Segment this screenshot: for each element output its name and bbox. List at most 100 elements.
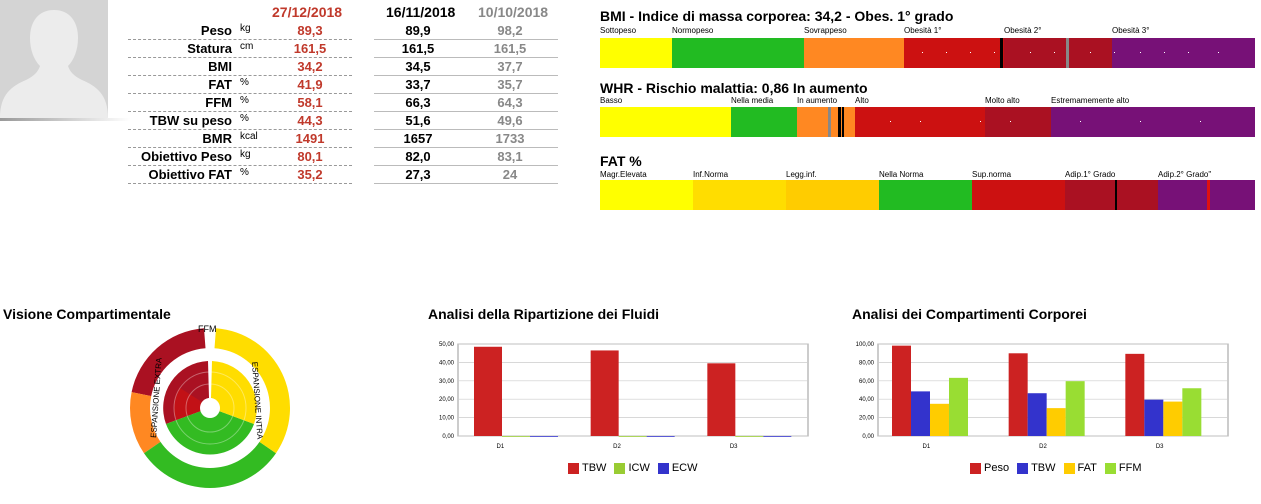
- legend-item: Peso: [970, 462, 1009, 474]
- bmi-scale-dot: [970, 52, 971, 53]
- y-tick-label: 80,00: [859, 360, 875, 366]
- fat-segment: [972, 180, 1065, 210]
- row-label: BMR: [202, 131, 232, 146]
- x-tick-label: D2: [613, 444, 621, 450]
- date-column-3: 10/10/2018: [478, 4, 549, 20]
- value-date-2: 161,5: [401, 41, 435, 56]
- value-date-3: 1733: [495, 131, 525, 146]
- value-date-3: 83,1: [497, 149, 523, 164]
- bar-icw: [735, 436, 764, 437]
- bmi-segment-label: Obesità 3°: [1112, 26, 1150, 35]
- value-date-2: 51,6: [405, 113, 431, 128]
- bmi-scale-dot: [922, 52, 923, 53]
- bar-tbw: [707, 363, 736, 436]
- bar-fat: [1046, 408, 1066, 436]
- avatar: [0, 0, 108, 118]
- legend-label: Peso: [984, 462, 1010, 474]
- value-date-1: 1491: [295, 131, 325, 146]
- bmi-scale-dot: [1090, 52, 1091, 53]
- y-tick-label: 60,00: [859, 379, 875, 385]
- whr-scale-bar: [600, 107, 1255, 137]
- whr-segment: [797, 107, 855, 137]
- y-tick-label: 0,00: [862, 434, 874, 440]
- bmi-value-marker: [1066, 38, 1069, 68]
- bar-tbw: [590, 350, 619, 436]
- value-date-2: 1657: [403, 131, 433, 146]
- y-tick-label: 100,00: [856, 342, 875, 348]
- row-unit: cm: [240, 41, 254, 52]
- whr-value-marker: [842, 107, 844, 137]
- date-column-1: 27/12/2018: [272, 4, 343, 20]
- bmi-scale-dot: [1030, 52, 1031, 53]
- value-date-2: 89,9: [405, 23, 431, 38]
- whr-segment: [985, 107, 1051, 137]
- value-date-1: 34,2: [297, 59, 323, 74]
- bmi-segment-label: Sovrappeso: [804, 26, 847, 35]
- table-row: Obiettivo Peso kg 80,1 82,0 83,1: [128, 148, 560, 166]
- legend-label: ICW: [628, 462, 650, 474]
- row-divider: [374, 57, 558, 58]
- fat-value-marker: [1115, 180, 1117, 210]
- fat-segment: [879, 180, 972, 210]
- bar-peso: [1125, 353, 1145, 436]
- bar-icw: [618, 436, 647, 437]
- legend-item: ECW: [657, 462, 698, 474]
- whr-segment-label: In aumento: [797, 96, 838, 105]
- bmi-segment: [804, 38, 904, 68]
- whr-segment-label: Alto: [855, 96, 869, 105]
- row-unit: %: [240, 77, 249, 88]
- legend-item: TBW: [1017, 462, 1056, 474]
- compartments-chart-legend: Peso TBW FAT FFM: [970, 462, 1142, 474]
- inner-ring-yellow: [211, 361, 257, 424]
- table-row: BMR kcal 1491 1657 1733: [128, 130, 560, 148]
- legend-swatch: [1104, 462, 1116, 474]
- bar-icw: [502, 436, 530, 437]
- value-date-2: 27,3: [405, 167, 431, 182]
- ffm-label: FFM: [198, 324, 217, 334]
- legend-swatch: [1017, 462, 1029, 474]
- outer-ring-yellow: [214, 328, 291, 454]
- bmi-segment-label: Normopeso: [672, 26, 714, 35]
- compartments-chart-title: Analisi dei Compartimenti Corporei: [852, 306, 1087, 322]
- whr-scale-dot: [890, 121, 891, 122]
- value-date-3: 24: [502, 167, 518, 182]
- x-tick-label: D3: [1156, 444, 1164, 450]
- legend-label: FFM: [1118, 462, 1142, 474]
- row-divider: [128, 39, 352, 40]
- whr-scale-dot: [1010, 121, 1011, 122]
- fat-segment-label: Adip.1° Grado: [1065, 170, 1116, 179]
- bmi-scale-dot: [1054, 52, 1055, 53]
- whr-scale-dot: [1140, 121, 1141, 122]
- bar-fat: [930, 403, 949, 436]
- row-label: Peso: [200, 23, 232, 38]
- row-unit: kg: [240, 23, 251, 34]
- value-date-3: 64,3: [497, 95, 523, 110]
- bmi-scale-bar: [600, 38, 1255, 68]
- whr-scale-dot: [980, 121, 981, 122]
- whr-scale-dot: [1200, 121, 1201, 122]
- bmi-scale-dot: [994, 52, 995, 53]
- value-date-3: 49,6: [497, 113, 523, 128]
- bar-peso: [1008, 353, 1028, 436]
- bar-tbw: [911, 391, 930, 436]
- bmi-segment: [1112, 38, 1255, 68]
- row-divider: [128, 75, 352, 76]
- legend-item: ICW: [614, 462, 650, 474]
- value-date-1: 58,1: [297, 95, 323, 110]
- whr-segment: [855, 107, 985, 137]
- row-label: TBW su peso: [149, 113, 232, 128]
- row-unit: %: [240, 113, 249, 124]
- whr-segment-label: Nella media: [731, 96, 774, 105]
- legend-label: TBW: [1031, 462, 1056, 474]
- bmi-scale-dot: [1140, 52, 1141, 53]
- value-date-2: 33,7: [405, 77, 431, 92]
- row-divider: [374, 129, 558, 130]
- value-date-1: 80,1: [297, 149, 323, 164]
- date-column-2: 16/11/2018: [386, 4, 456, 20]
- x-tick-label: D1: [922, 444, 930, 450]
- bmi-segment-label: Obesità 1°: [904, 26, 942, 35]
- x-tick-label: D3: [730, 444, 738, 450]
- outer-ring-green: [144, 441, 276, 488]
- fat-segment: [600, 180, 693, 210]
- legend-swatch: [614, 462, 626, 474]
